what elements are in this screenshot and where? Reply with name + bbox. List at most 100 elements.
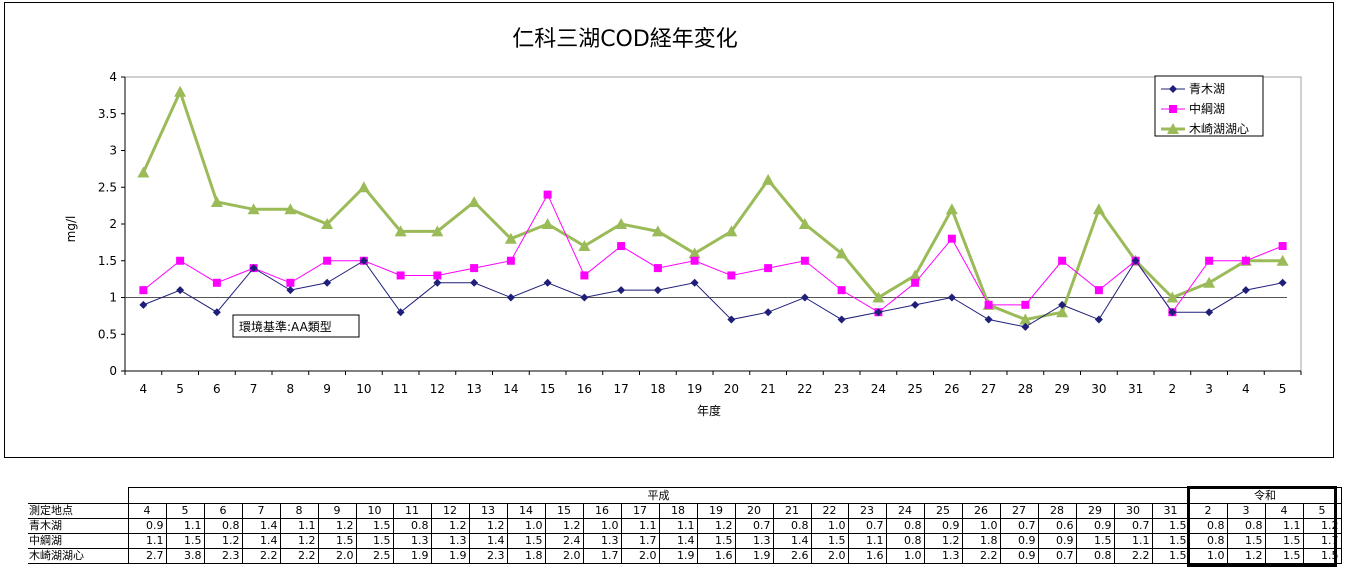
data-point-0 [470,278,479,287]
table-year-cell: 4 [128,503,167,519]
data-point-1 [911,278,920,287]
x-tick-label: 31 [1128,382,1143,396]
table-cell: 2.2 [962,548,1001,564]
table-cell: 1.0 [583,518,622,534]
table-cell: 1.2 [469,518,508,534]
table-year-cell: 9 [318,503,357,519]
x-tick-label: 20 [724,382,739,396]
data-point-2 [504,232,517,244]
table-cell: 1.2 [318,518,357,534]
x-tick-label: 22 [797,382,812,396]
table-row-label: 木崎湖湖心 [28,548,129,564]
x-tick-label: 23 [834,382,849,396]
table-year-cell: 30 [1114,503,1153,519]
table-cell: 1.1 [621,518,660,534]
data-point-0 [212,308,221,317]
data-point-0 [176,286,185,295]
table-cell: 0.8 [1189,533,1228,549]
table-cell: 1.1 [848,533,887,549]
table-cell: 1.9 [431,548,470,564]
table-cell: 0.7 [848,518,887,534]
table-cell: 1.4 [773,533,812,549]
table-cell: 1.5 [1076,533,1115,549]
table-year-cell: 25 [924,503,963,519]
table-cell: 1.3 [735,533,774,549]
y-tick-label: 0.5 [98,327,117,341]
data-point-2 [1092,203,1105,215]
data-point-1 [800,256,809,265]
data-point-0 [727,315,736,324]
x-tick-label: 2 [1169,382,1177,396]
data-point-2 [578,240,591,252]
table-year-cell: 24 [886,503,925,519]
data-point-0 [947,293,956,302]
data-point-2 [468,195,481,207]
table-cell: 1.5 [318,533,357,549]
data-point-2 [872,291,885,303]
table-year-cell: 6 [204,503,243,519]
data-point-1 [1021,300,1030,309]
table-cell: 1.4 [659,533,698,549]
table-cell: 2.0 [545,548,584,564]
x-tick-label: 9 [323,382,331,396]
table-cell: 0.9 [128,518,167,534]
data-point-1 [580,271,589,280]
data-point-0 [800,293,809,302]
table-cell: 1.2 [1303,518,1342,534]
x-tick-label: 26 [944,382,959,396]
data-point-2 [137,166,150,178]
data-point-2 [909,269,922,281]
table-cell: 0.8 [886,518,925,534]
data-point-1 [1241,256,1250,265]
series-line-1 [143,193,1283,314]
table-cell: 1.6 [697,548,736,564]
data-point-1 [947,234,956,243]
table-row: 中綱湖 1.1 1.5 1.2 1.4 1.2 1.5 1.5 1.3 1.3 1.4 1.5 2.4 1… [28,533,1342,549]
data-point-1 [1058,256,1067,265]
table-year-cell: 16 [583,503,622,519]
y-tick-label: 0 [109,364,117,378]
x-tick-label: 5 [1279,382,1287,396]
table-cell: 0.9 [1000,533,1039,549]
table-cell: 0.7 [1000,518,1039,534]
table-cell: 0.8 [1227,518,1266,534]
table-cell: 0.8 [1076,548,1115,564]
era-heisei: 平成 [127,487,1190,504]
data-point-2 [725,225,738,237]
table-cell: 1.9 [659,548,698,564]
data-point-0 [580,293,589,302]
data-point-2 [1056,306,1069,318]
table-cell: 1.7 [1303,533,1342,549]
table-cell: 1.9 [393,548,432,564]
table-cell: 1.0 [811,518,849,534]
data-point-2 [615,218,628,229]
table-row-label: 青木湖 [28,518,129,534]
data-point-0 [653,286,662,295]
table-year-cell: 7 [242,503,281,519]
table-year-cell: 28 [1038,503,1077,519]
table-cell: 0.7 [735,518,774,534]
data-point-0 [690,278,699,287]
data-point-0 [617,286,626,295]
x-tick-label: 4 [1242,382,1250,396]
data-point-2 [1203,276,1216,288]
data-point-1 [433,271,442,280]
data-point-2 [541,218,554,229]
x-tick-label: 5 [176,382,184,396]
x-tick-label: 11 [393,382,408,396]
table-cell: 0.9 [1000,548,1039,564]
data-point-2 [762,173,775,185]
data-point-1 [1094,286,1103,295]
table-cell: 1.4 [469,533,508,549]
data-point-1 [1278,242,1287,251]
table-year-cell: 18 [659,503,698,519]
table-cell: 1.5 [1265,548,1304,564]
x-tick-label: 30 [1091,382,1106,396]
data-point-2 [210,195,223,207]
data-point-1 [984,300,993,309]
x-tick-label: 13 [466,382,481,396]
table-year-cell: 26 [962,503,1001,519]
table-cell: 1.3 [924,548,963,564]
data-point-2 [1166,291,1179,303]
table-cell: 1.2 [280,533,319,549]
